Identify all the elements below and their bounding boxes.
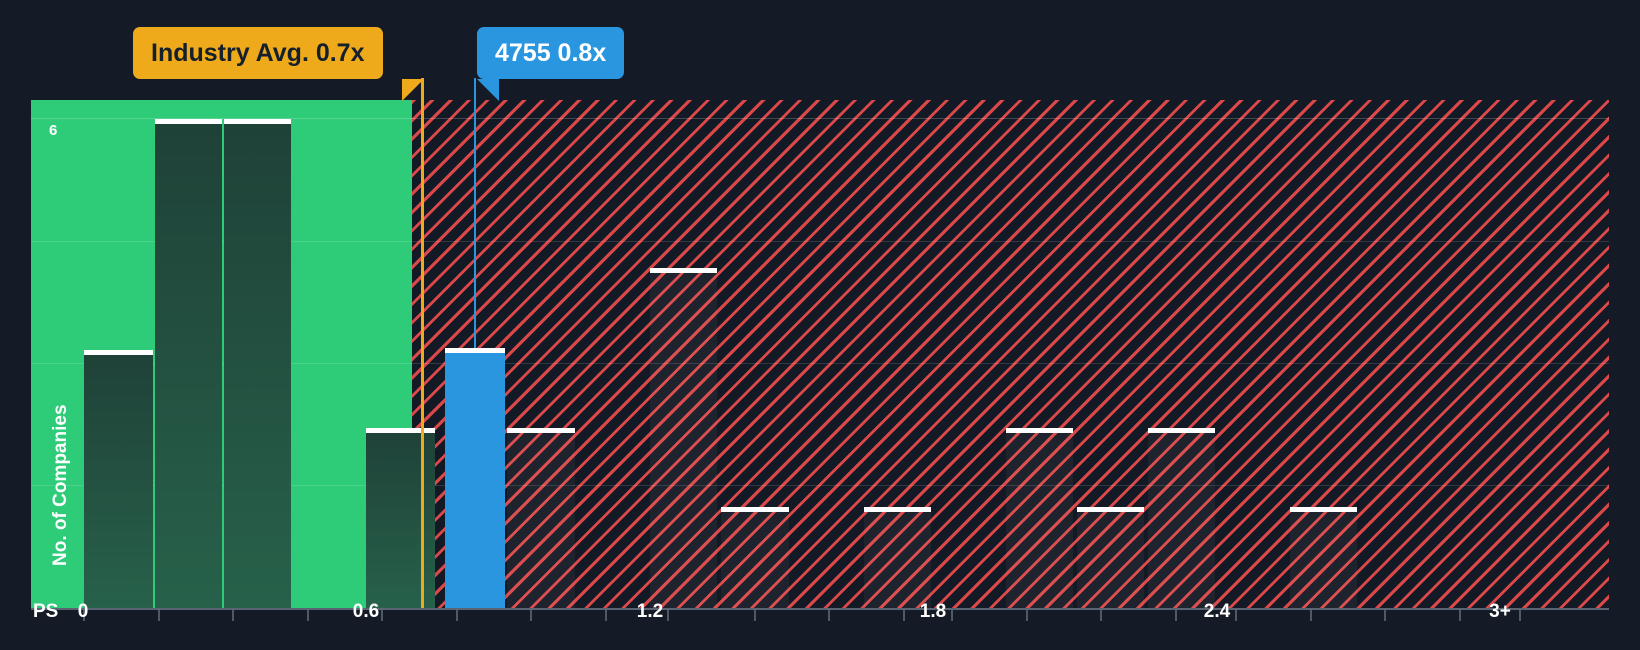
x-tick-0 — [83, 610, 85, 621]
gridline-6 — [31, 118, 1609, 119]
bar-cap — [1290, 507, 1357, 512]
bar-9[interactable] — [864, 507, 931, 608]
bar-cap — [224, 119, 291, 124]
bar-cap — [864, 507, 931, 512]
bar-cap — [1077, 507, 1144, 512]
industry-average-callout[interactable]: Industry Avg. 0.7x — [133, 27, 383, 79]
bar-7[interactable] — [650, 268, 717, 608]
bar-12[interactable] — [1148, 428, 1215, 608]
bar-cap — [721, 507, 789, 512]
bar-body — [1006, 428, 1073, 608]
x-tick-19 — [1459, 610, 1461, 621]
bar-body — [224, 119, 291, 608]
x-axis-name: PS — [33, 601, 59, 622]
y-tick-label-6: 6 — [49, 122, 58, 139]
bar-body — [155, 119, 222, 608]
industry-average-callout-tail — [402, 79, 424, 101]
x-tick-label-4: 2.4 — [1203, 601, 1231, 622]
x-tick-label-0: 0 — [77, 601, 89, 622]
x-tick-4 — [381, 610, 383, 621]
industry-average-callout-label: Industry Avg. 0.7x — [151, 38, 365, 67]
x-tick-label-3: 1.8 — [919, 601, 947, 622]
x-tick-17 — [1310, 610, 1312, 621]
x-tick-8 — [667, 610, 669, 621]
gridline-3 — [31, 363, 1609, 364]
plot-area: 6 No. of Companies — [31, 100, 1609, 608]
x-tick-20 — [1519, 610, 1521, 621]
y-axis-title: No. of Companies — [50, 404, 71, 566]
x-tick-9 — [754, 610, 756, 621]
x-tick-6 — [530, 610, 532, 621]
company-marker-callout-tail — [477, 79, 499, 101]
bar-body — [1290, 507, 1357, 608]
x-tick-7 — [605, 610, 607, 621]
company-marker-leader — [474, 78, 476, 102]
bar-cap — [366, 428, 435, 433]
gridline-4_5 — [31, 241, 1609, 242]
x-tick-5 — [456, 610, 458, 621]
bar-6[interactable] — [507, 428, 575, 608]
bar-cap — [84, 350, 153, 355]
bar-body — [1077, 507, 1144, 608]
x-tick-18 — [1384, 610, 1386, 621]
bar-1[interactable] — [84, 350, 153, 608]
bar-body — [650, 268, 717, 608]
company-marker-callout[interactable]: 4755 0.8x — [477, 27, 625, 79]
company-marker-callout-label: 4755 0.8x — [495, 38, 607, 67]
bar-10[interactable] — [1006, 428, 1073, 608]
bar-8[interactable] — [721, 507, 789, 608]
bar-body — [507, 428, 575, 608]
x-tick-11 — [903, 610, 905, 621]
x-tick-label-1: 0.6 — [352, 601, 380, 622]
bar-4[interactable] — [366, 428, 435, 608]
bar-11[interactable] — [1077, 507, 1144, 608]
x-tick-15 — [1175, 610, 1177, 621]
bar-body — [366, 428, 435, 608]
industry-average-line — [421, 100, 424, 608]
x-tick-label-2: 1.2 — [636, 601, 664, 622]
x-tick-13 — [1026, 610, 1028, 621]
x-axis-line — [31, 608, 1609, 610]
bar-3[interactable] — [224, 119, 291, 608]
bar-cap — [507, 428, 575, 433]
x-tick-14 — [1100, 610, 1102, 621]
x-tick-16 — [1235, 610, 1237, 621]
x-tick-2 — [232, 610, 234, 621]
bar-cap — [445, 348, 505, 353]
x-tick-3 — [307, 610, 309, 621]
bar-13[interactable] — [1290, 507, 1357, 608]
bar-cap — [1006, 428, 1073, 433]
bar-cap — [650, 268, 717, 273]
bar-2[interactable] — [155, 119, 222, 608]
x-tick-12 — [951, 610, 953, 621]
bar-cap — [1148, 428, 1215, 433]
bar-body — [721, 507, 789, 608]
gridline-1_5 — [31, 485, 1609, 486]
overvalued-zone — [412, 100, 1609, 608]
bar-body — [445, 348, 505, 608]
x-tick-10 — [828, 610, 830, 621]
x-tick-1 — [158, 610, 160, 621]
bar-body — [84, 350, 153, 608]
company-marker-line — [474, 100, 476, 348]
bar-cap — [155, 119, 222, 124]
bar-body — [864, 507, 931, 608]
bar-body — [1148, 428, 1215, 608]
x-tick-label-5: 3+ — [1489, 601, 1511, 622]
bar-5-company[interactable] — [445, 348, 505, 608]
